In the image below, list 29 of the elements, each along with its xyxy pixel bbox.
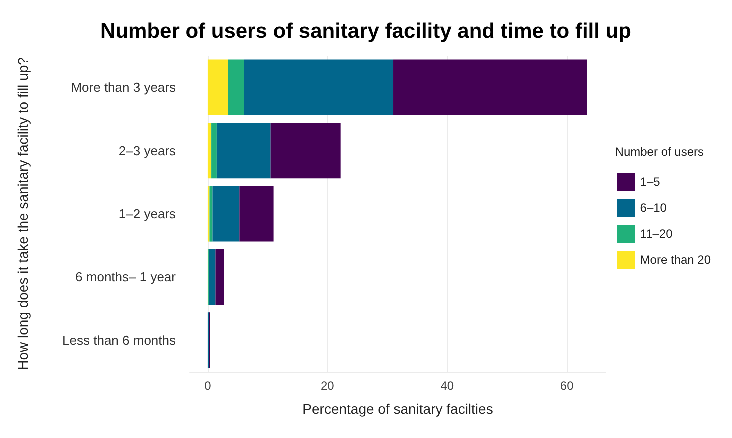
legend-label: More than 20	[640, 253, 712, 267]
legend-title: Number of users	[615, 145, 704, 159]
y-axis-title: How long does it take the sanitary facility to fill up?	[15, 57, 31, 370]
y-tick-label: More than 3 years	[71, 80, 176, 96]
bar	[216, 122, 271, 179]
y-tick-label: 1–2 years	[118, 206, 176, 222]
x-tick-label: 20	[320, 379, 335, 393]
x-tick-label: 60	[560, 379, 574, 393]
bar	[216, 249, 224, 306]
x-tick-label: 40	[440, 379, 454, 393]
x-tick-label: 0	[204, 379, 212, 393]
bar	[228, 60, 244, 116]
bar	[270, 122, 341, 179]
y-tick-label: 6 months– 1 year	[76, 270, 177, 285]
bar	[394, 60, 588, 116]
chart-title: Number of users of sanitary facility and time to fill up	[100, 20, 632, 43]
legend-label: 11–20	[640, 227, 674, 241]
bar	[208, 122, 212, 179]
y-tick-label: Less than 6 months	[62, 332, 176, 348]
bar	[212, 186, 240, 242]
bar	[208, 60, 228, 116]
y-tick-label: 2–3 years	[118, 143, 176, 158]
bar	[240, 186, 274, 242]
bar	[212, 122, 217, 179]
legend-label: 6–10	[640, 201, 668, 215]
legend-label: 1–5	[640, 175, 661, 189]
bar	[209, 249, 216, 306]
x-axis-title: Percentage of sanitary facilties	[302, 401, 494, 417]
bar	[244, 60, 394, 116]
